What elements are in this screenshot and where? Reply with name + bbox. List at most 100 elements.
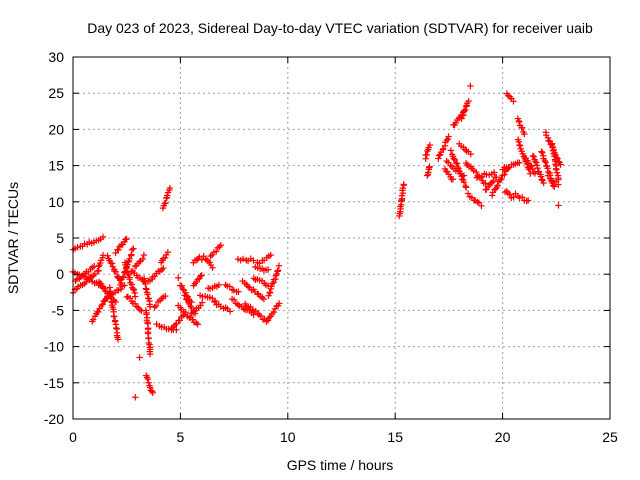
data-point (139, 255, 146, 263)
data-point (537, 173, 545, 180)
data-point (161, 254, 169, 261)
data-point (269, 280, 276, 287)
data-point (452, 119, 460, 127)
data-point (538, 176, 545, 183)
data-point (443, 157, 450, 165)
data-point (226, 308, 234, 315)
data-point (488, 192, 496, 199)
data-point (111, 267, 118, 275)
data-point (101, 296, 109, 304)
data-point (217, 241, 225, 249)
data-point (244, 283, 252, 290)
data-point (529, 165, 536, 173)
data-point (531, 170, 539, 177)
data-point (264, 266, 272, 273)
data-point (461, 107, 468, 114)
data-point (445, 133, 452, 140)
data-point (148, 388, 156, 395)
data-point (474, 198, 481, 206)
data-point (424, 172, 431, 179)
data-point (541, 157, 549, 165)
data-point (494, 182, 501, 189)
data-point (399, 185, 406, 192)
data-point (165, 325, 172, 333)
data-point (140, 251, 148, 259)
data-point (516, 159, 523, 167)
data-point (506, 191, 513, 198)
data-point (270, 308, 278, 316)
data-point (490, 169, 498, 176)
grid-layer (73, 57, 610, 419)
y-tick-label: 20 (48, 121, 64, 137)
x-tick-label: 25 (602, 429, 618, 445)
x-tick-label: 20 (495, 429, 511, 445)
data-point (529, 152, 537, 160)
data-point (98, 280, 105, 288)
y-tick-label: 15 (48, 158, 64, 174)
data-point (175, 274, 182, 282)
data-point (146, 350, 154, 358)
data-point (162, 199, 169, 207)
data-point (268, 283, 275, 290)
data-point (112, 249, 119, 257)
data-point (540, 179, 547, 187)
data-point (197, 272, 204, 280)
data-point (510, 193, 517, 201)
data-point (132, 394, 139, 401)
data-point (136, 354, 143, 361)
data-point (400, 181, 407, 188)
data-point (435, 155, 442, 162)
data-point (235, 288, 242, 295)
y-tick-label: -15 (44, 375, 64, 391)
data-point (451, 156, 458, 164)
data-point (518, 124, 526, 132)
data-point (488, 179, 496, 186)
data-point (250, 275, 257, 282)
data-point (545, 137, 552, 144)
x-tick-label: 0 (69, 429, 77, 445)
data-point (110, 313, 118, 320)
data-point (538, 148, 545, 155)
data-point (453, 160, 461, 167)
data-point (553, 169, 561, 176)
data-point (149, 389, 156, 397)
data-point (143, 311, 150, 318)
axis-ticks: 0 5 10 15 20 25 -20 -15 -10 -5 0 5 10 15 20 25 30 (44, 49, 618, 445)
x-tick-label: 10 (280, 429, 296, 445)
data-point (426, 141, 434, 149)
data-point (144, 375, 152, 383)
data-point (230, 296, 238, 304)
data-point (447, 147, 455, 154)
data-point (145, 379, 152, 387)
data-point (182, 308, 189, 316)
data-point (107, 292, 114, 299)
x-tick-label: 5 (177, 429, 185, 445)
data-point (530, 153, 537, 160)
data-point (146, 384, 154, 391)
data-point (478, 202, 485, 210)
data-point (171, 321, 179, 329)
data-point (450, 155, 457, 162)
data-point (462, 182, 469, 190)
data-point (455, 165, 462, 172)
data-point (458, 115, 465, 122)
data-point (198, 256, 206, 263)
data-point (531, 158, 539, 165)
data-point (188, 304, 195, 312)
data-point (254, 310, 261, 317)
data-point (114, 336, 122, 343)
data-point (123, 235, 130, 243)
data-point (527, 162, 534, 169)
data-point (128, 246, 136, 254)
data-point (95, 263, 102, 270)
data-point (215, 281, 223, 289)
data-point (131, 293, 139, 300)
data-point (130, 286, 138, 294)
data-point (260, 295, 268, 303)
chart-title: Day 023 of 2023, Sidereal Day-to-day VTE… (87, 20, 593, 36)
data-point (194, 321, 201, 328)
data-point (443, 136, 451, 144)
data-point (501, 171, 508, 178)
data-point (257, 312, 265, 320)
data-point (515, 118, 523, 126)
